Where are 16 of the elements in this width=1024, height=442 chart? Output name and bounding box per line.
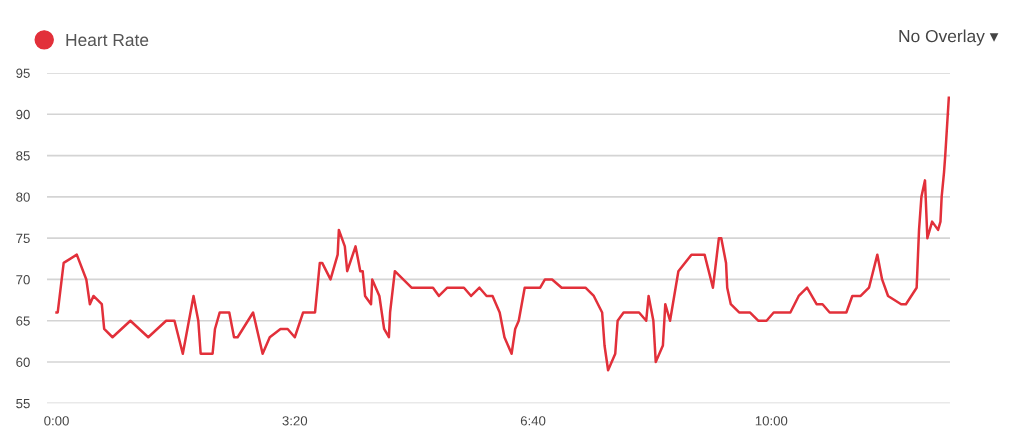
x-tick-label: 0:00 <box>44 416 69 426</box>
y-tick-label: 70 <box>16 275 30 285</box>
y-tick-label: 80 <box>16 192 30 202</box>
y-tick-label: 65 <box>16 316 30 326</box>
y-tick-label: 85 <box>16 151 30 161</box>
y-tick-label: 75 <box>16 233 30 244</box>
y-tick-label: 90 <box>16 109 30 120</box>
y-tick-label: 95 <box>16 68 30 78</box>
y-tick-label: 60 <box>16 357 30 367</box>
x-tick-label: 6:40 <box>520 416 546 426</box>
x-tick-label: 3:20 <box>282 416 308 426</box>
y-tick-label: 55 <box>16 399 30 409</box>
line-series <box>55 96 950 372</box>
text: No Overlay ▾ <box>899 29 999 46</box>
legend-label: Heart Rate <box>66 33 149 47</box>
x-tick-label: 10:00 <box>755 416 788 426</box>
